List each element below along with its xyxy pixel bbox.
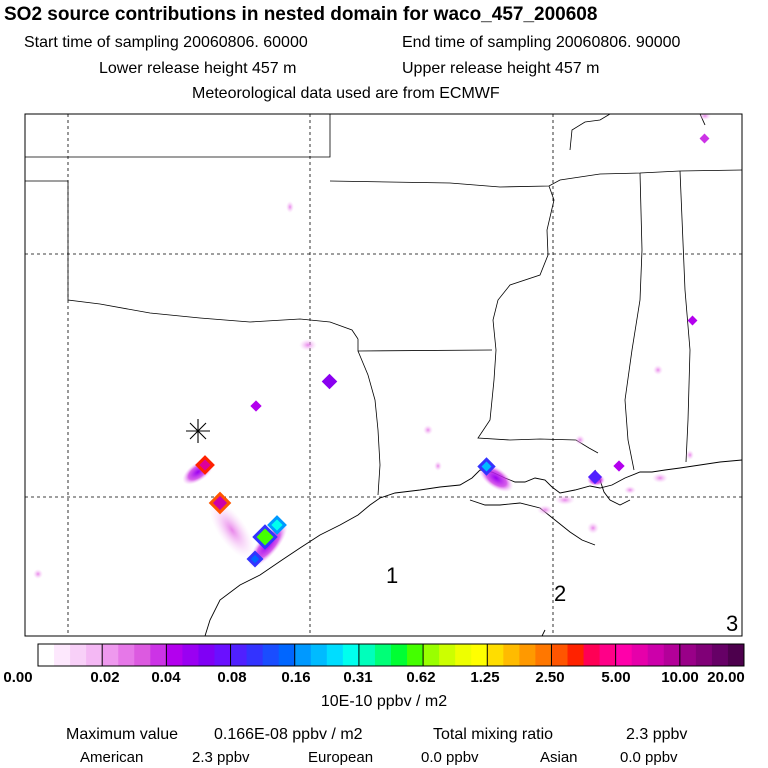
colorbar-cell [70,644,87,666]
colorbar-cell [519,644,536,666]
colorbar-cell [551,644,568,666]
colorbar-cell [711,644,729,666]
colorbar-cell [487,644,504,666]
colorbar-cell [278,644,296,666]
colorbar-cell [342,644,360,666]
colorbar-cell [391,644,408,666]
colorbar-cell [647,644,665,666]
colorbar-cell [679,644,697,666]
colorbar-cell [54,644,71,666]
colorbar-cell [118,644,135,666]
colorbar-tick-label: 0.31 [343,669,373,686]
colorbar-cell [230,644,248,666]
colorbar-tick-label: 0.62 [406,669,436,686]
colorbar-frame [37,643,745,667]
colorbar-cell [439,644,456,666]
colorbar-cell [262,644,280,666]
colorbar-cell [374,644,392,666]
colorbar-cell [663,644,681,666]
coastline [204,114,742,636]
asian-value: 0.0 ppbv [620,749,678,766]
colorbar-cell [358,644,376,666]
american-label: American [80,749,144,766]
asian-label: Asian [540,749,578,766]
colorbar-cell [535,644,552,666]
colorbar-cell [166,644,183,666]
state-borders [25,114,742,496]
colorbar-cell [727,644,745,666]
start-time-label: Start time of sampling 20060806. 60000 [24,34,308,51]
colorbar-cell [503,644,520,666]
region-label-2: 2 [554,581,567,606]
colorbar-tick-label: 1.25 [470,669,500,686]
colorbar-tick-label: 5.00 [601,669,631,686]
source-asterisk-icon [186,419,210,443]
colorbar-cell [102,644,119,666]
colorbar-cell [631,644,649,666]
colorbar-cell [326,644,344,666]
map-title: SO2 source contributions in nested domai… [4,4,598,25]
met-data-label: Meteorological data used are from ECMWF [192,85,500,102]
grid-lines [25,114,742,636]
colorbar-cell [567,644,585,666]
colorbar-cell [599,644,617,666]
colorbar-cell [198,644,215,666]
colorbar-cell [407,644,424,666]
colorbar-cell [246,644,264,666]
colorbar-tick-label: 10.00 [661,669,699,686]
colorbar-cell [134,644,151,666]
lower-release-label: Lower release height 457 m [99,60,297,77]
colorbar-cell [150,644,167,666]
upper-release-label: Upper release height 457 m [402,60,600,77]
colorbar-cell [471,644,488,666]
colorbar-cell [310,644,328,666]
colorbar-cell [455,644,472,666]
colorbar-tick-label: 0.02 [90,669,120,686]
region-label-1: 1 [386,563,399,588]
colorbar-tick-label: 0.08 [217,669,247,686]
concentration-field [33,114,711,579]
colorbar-cell [294,644,312,666]
colorbar-cell [86,644,103,666]
colorbar-cell [583,644,601,666]
american-value: 2.3 ppbv [192,749,250,766]
colorbar-units: 10E-10 ppbv / m2 [320,693,448,710]
colorbar-tick-label: 20.00 [707,669,745,686]
colorbar-cell [38,644,55,666]
map-content [25,114,742,636]
colorbar-cell [615,644,633,666]
total-mixing-value: 2.3 ppbv [626,726,688,743]
colorbar-tick-label: 0.16 [281,669,311,686]
max-value-label: Maximum value [66,726,179,743]
max-value: 0.166E-08 ppbv / m2 [214,726,363,743]
european-value: 0.0 ppbv [421,749,479,766]
european-label: European [308,749,374,766]
colorbar-tick-label: 0.00 [3,669,33,686]
end-time-label: End time of sampling 20060806. 90000 [402,34,681,51]
colorbar-cell [214,644,232,666]
colorbar-cell [695,644,713,666]
total-mixing-label: Total mixing ratio [433,726,554,743]
colorbar-tick-label: 0.04 [151,669,181,686]
region-label-3: 3 [726,611,739,636]
colorbar-cell [182,644,199,666]
colorbar-tick-label: 2.50 [535,669,565,686]
colorbar [37,643,745,667]
colorbar-cell [423,644,440,666]
map-frame [24,113,743,637]
